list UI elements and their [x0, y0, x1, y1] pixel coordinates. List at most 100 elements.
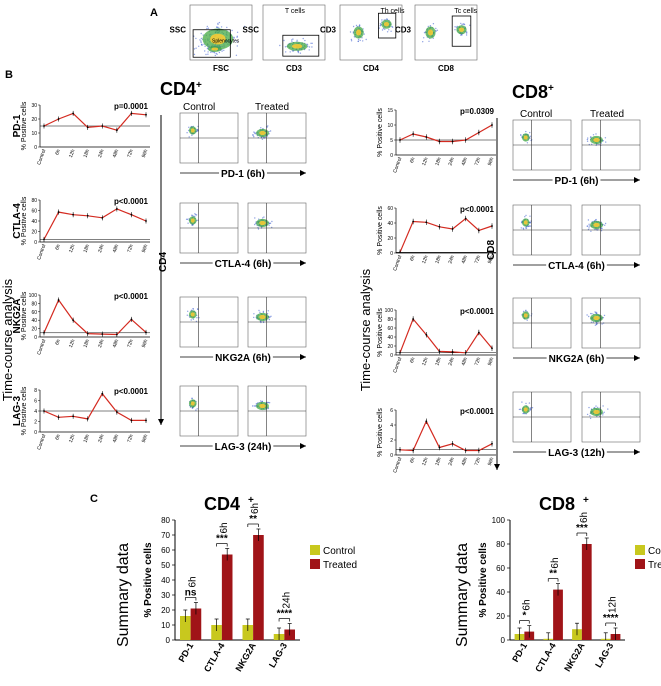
cd8-row-1-chart-point-3 — [438, 140, 441, 143]
cd8-summary-legend-label-1: Treated — [648, 560, 661, 571]
cd4-row-2: CTLA-4% Positive cells 0 20 40 60 80 Control 6h… — [12, 196, 307, 270]
cd8-row-1-chart-series — [399, 124, 493, 143]
cd4-row-4-marker: LAG-3 — [12, 396, 23, 426]
cd8-row-1-chart-xtick-1: 6h — [409, 156, 417, 163]
cd8-row-3-chart-xtick-3: 18h — [434, 356, 443, 366]
cd4-row-2-chart-point-1 — [57, 211, 60, 213]
cd4-header: CD4+ — [160, 79, 202, 99]
cd8-row-4: % Positive cells 0 2 4 6 Control 6h 12h 18h 24h 48… — [377, 391, 641, 474]
cd4-row-1-chart-point-5 — [115, 129, 118, 132]
cd8-summary-ytick-1: 20 — [496, 612, 505, 621]
cd8-row-4-chart-xtick-4: 24h — [447, 456, 456, 466]
cd4-row-4-chart-point-2 — [72, 415, 75, 418]
gate-2 — [282, 34, 320, 57]
cd8-row-2-chart-point-1 — [412, 220, 415, 223]
cd8-row-1-chart-xtick-2: 12h — [421, 156, 430, 166]
cd8-row-1-chart-point-2 — [425, 136, 428, 138]
cd4-row-1-chart-xtick-7: 96h — [141, 148, 150, 158]
cd4-row-3-chart-point-5 — [115, 333, 118, 336]
cd8-row-4-chart-xtick-3: 18h — [434, 456, 443, 466]
cd8-row-1-chart-point-0 — [399, 139, 401, 141]
cd4-row-1-chart-point-4 — [101, 125, 104, 127]
cd8-row-2-chart-point-3 — [438, 225, 441, 228]
cd4-row-4-chart-point-0 — [43, 410, 45, 412]
cd4-row-2-chart-series — [43, 208, 147, 240]
cd4-row-4-chart-point-5 — [115, 411, 118, 413]
gating-ylabel-3: CD3 — [320, 26, 337, 35]
cd4-row-4-chart-point-6 — [130, 419, 133, 422]
gating-plot-3 — [339, 4, 403, 61]
cd8-row-3-chart-ytick-5: 100 — [385, 308, 394, 314]
cd8-row-3-flow-label: NKG2A (6h) — [549, 354, 605, 365]
cd4-row-3-pvalue: p<0.0001 — [114, 292, 149, 301]
cd4-summary-bar-treated-2 — [253, 535, 264, 640]
cd8-summary-ytick-5: 100 — [492, 516, 506, 525]
cd4-row-3-flow-label: NKG2A (6h) — [215, 353, 271, 364]
cd4-row-3-chart-xtick-4: 24h — [97, 338, 106, 348]
gating-plot-4 — [414, 4, 478, 61]
cd4-row-3-chart-xtick-1: 6h — [54, 338, 62, 345]
cd4-row-3-chart-series — [43, 298, 147, 336]
cd4-row-3-chart-point-0 — [43, 331, 45, 334]
time-course-label-left: Time-course analysis — [0, 278, 15, 401]
cd8-row-3-chart-xtick-2: 12h — [421, 356, 430, 366]
cd8-row-1-chart-point-1 — [412, 133, 415, 135]
cd8-row-4-chart-ytick-1: 2 — [390, 438, 393, 444]
cd4-row-4-chart-ytick-4: 8 — [34, 388, 37, 394]
cd4-row-4: LAG-3% Positive cells 0 2 4 6 8 Control 6h 12h 18… — [12, 385, 307, 453]
cd4-row-2-chart-point-6 — [130, 213, 133, 216]
cd8-row-2: % Positive cells 0 20 40 60 Control 6h 12h 18h 24… — [377, 204, 641, 272]
cd8-row-3-chart-ytick-2: 40 — [387, 335, 393, 341]
cd8-summary-title: CD8 — [539, 494, 575, 514]
cd8-summary-legend-swatch-0 — [635, 545, 645, 555]
cd4-row-3-chart-ytick-5: 100 — [29, 293, 38, 299]
cd8-row-1-chart-point-7 — [491, 124, 493, 126]
cd4-summary-bar-treated-0 — [190, 608, 202, 640]
cd4-row-1-chart-point-0 — [43, 125, 45, 127]
cd8-row-1-chart: 0 5 10 15 Control 6h 12h 18h 24h 48h 72h 96h — [387, 108, 496, 174]
cd4-row-3-chart-ytick-0: 0 — [34, 335, 37, 341]
cd4-row-2-chart-ytick-3: 60 — [31, 209, 37, 215]
cd8-control-label: Control — [520, 109, 552, 120]
cd4-row-3-chart-point-2 — [72, 319, 75, 322]
cd4-row-2-chart-xtick-6: 72h — [126, 243, 135, 253]
cd8-row-1-chart-ytick-1: 5 — [390, 138, 393, 144]
cd8-row-4-ylabel: % Positive cells — [377, 408, 384, 457]
cd8-row-4-chart-point-0 — [399, 448, 401, 451]
cd8-row-3-chart-xtick-4: 24h — [447, 356, 456, 366]
cd8-row-2-chart-point-4 — [451, 228, 454, 230]
cd4-row-2-marker: CTLA-4 — [12, 203, 23, 239]
cd4-row-1-chart-xtick-5: 48h — [112, 148, 121, 158]
cd8-row-1-chart-xtick-4: 24h — [447, 156, 456, 166]
cd4-summary-ytick-8: 80 — [161, 516, 170, 525]
gate-label-4: Tc cells — [454, 8, 477, 15]
cd4-row-2-chart-xtick-7: 96h — [141, 243, 150, 253]
cd8-row-4-chart-point-2 — [425, 420, 428, 423]
cd4-summary-ytick-5: 50 — [161, 561, 170, 570]
cd8-row-3-chart-point-6 — [477, 331, 480, 334]
cd4-row-1-chart-point-7 — [145, 113, 147, 116]
cd8-row-4-chart-ytick-3: 6 — [390, 408, 393, 414]
cd4-row-1-chart-series — [43, 112, 147, 131]
cd8-row-1-flow-label: PD-1 (6h) — [555, 176, 599, 187]
gate-label-1: Splenocytes — [212, 38, 240, 44]
cd4-row-4-chart-xtick-5: 48h — [112, 433, 121, 443]
cd4-row-4-chart-point-1 — [57, 416, 60, 419]
cd4-row-4-chart-ytick-0: 0 — [34, 430, 37, 436]
cd4-summary-xtick-3: LAG-3 — [267, 641, 289, 669]
gating-xlabel-2: CD3 — [286, 64, 303, 73]
cd4-row-1-marker: PD-1 — [12, 114, 23, 137]
cd4-row-4-ylabel: % Positive cells — [21, 386, 28, 435]
cd8-row-4-chart-ytick-2: 4 — [390, 423, 393, 429]
cd4-row-2-chart-point-0 — [43, 238, 45, 241]
cd8-row-3-chart-xtick-0: Control — [392, 357, 403, 374]
cd4-summary-title-sup: + — [248, 495, 254, 506]
cd8-row-4-chart-xtick-0: Control — [392, 457, 403, 474]
cd4-row-2-chart-xtick-5: 48h — [112, 243, 121, 253]
cd8-row-3-chart: 0 20 40 60 80 100 Control 6h 12h 18h 24h 48h 72h 96h — [385, 308, 496, 374]
cd4-row-1-chart-ytick-1: 10 — [31, 131, 37, 137]
cd8-row-4-chart-xtick-7: 96h — [487, 456, 496, 466]
cd4-row-3-chart-xtick-3: 18h — [83, 338, 92, 348]
